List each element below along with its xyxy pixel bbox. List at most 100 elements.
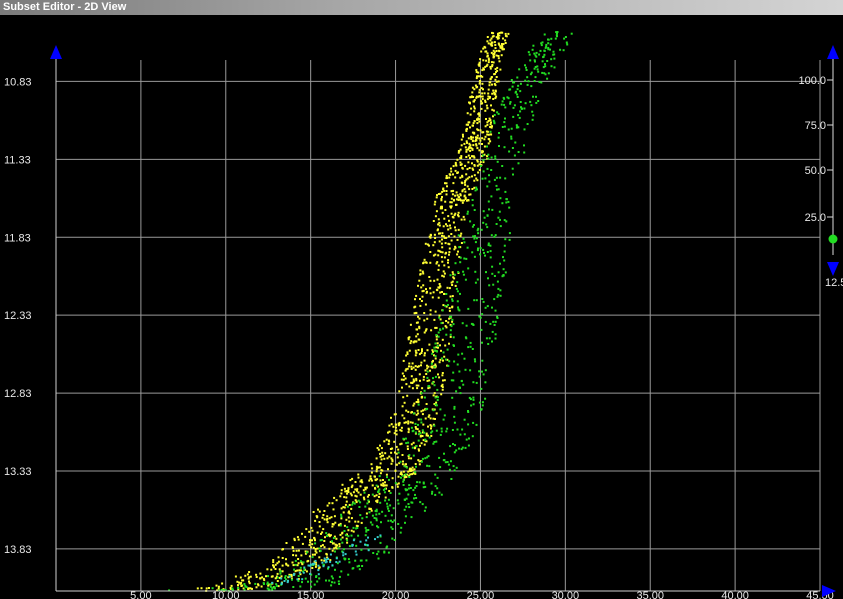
data-point-yellow (208, 587, 210, 589)
data-point-yellow (440, 199, 443, 202)
data-point-green (556, 31, 559, 33)
data-point-green (326, 534, 329, 537)
data-point-yellow (457, 151, 460, 154)
triangle-down-icon[interactable] (827, 262, 839, 276)
data-point-yellow (468, 142, 471, 145)
data-point-yellow (415, 335, 418, 338)
data-point-yellow (476, 164, 479, 167)
data-point-green (488, 284, 491, 287)
data-point-yellow (478, 169, 481, 171)
data-point-green (375, 513, 378, 516)
data-point-yellow (281, 570, 284, 573)
data-point-cyan (302, 571, 305, 574)
data-point-yellow (261, 576, 264, 579)
data-point-green (464, 446, 467, 449)
data-point-yellow (448, 307, 451, 310)
data-point-yellow (421, 350, 423, 352)
data-point-yellow (384, 484, 387, 487)
data-point-green (489, 322, 492, 325)
data-point-yellow (454, 163, 457, 166)
data-point-green (390, 514, 393, 517)
data-point-green (501, 165, 504, 167)
scatter-chart[interactable]: 5.00 10.00 15.00 20.00 25.00 30.00 35.00 40.00 4… (0, 15, 843, 599)
data-point-yellow (341, 483, 344, 486)
data-point-yellow (478, 75, 481, 78)
data-point-green (472, 398, 475, 401)
data-point-yellow (277, 560, 280, 563)
data-point-green (490, 169, 493, 171)
data-point-yellow (385, 438, 388, 441)
data-point-green (488, 174, 490, 177)
data-point-green (433, 346, 436, 349)
data-point-green (473, 358, 476, 361)
data-point-yellow (437, 264, 440, 267)
data-point-yellow (494, 68, 497, 71)
data-point-yellow (435, 196, 438, 199)
data-point-yellow (467, 199, 470, 202)
circle-knob-icon[interactable] (828, 234, 838, 244)
triangle-up-icon[interactable] (827, 45, 839, 59)
data-point-yellow (460, 242, 463, 244)
data-point-green (453, 451, 456, 454)
window-title: Subset Editor - 2D View (0, 0, 843, 15)
data-point-green (550, 37, 553, 40)
data-point-yellow (417, 284, 419, 287)
data-point-yellow (384, 452, 387, 455)
data-point-yellow (328, 517, 331, 520)
data-point-green (367, 499, 370, 502)
data-point-yellow (357, 520, 360, 523)
y-tick-label: 13.33 (4, 466, 32, 478)
data-point-cyan (317, 564, 320, 567)
data-point-green (445, 293, 448, 295)
data-point-green (244, 584, 247, 587)
data-point-yellow (263, 579, 266, 582)
data-point-yellow (464, 190, 467, 193)
data-point-yellow (399, 443, 402, 446)
data-point-green (523, 151, 526, 154)
data-point-yellow (376, 501, 379, 504)
data-point-yellow (462, 135, 464, 138)
data-point-yellow (442, 304, 445, 307)
data-point-yellow (435, 326, 438, 329)
data-point-green (465, 257, 468, 260)
data-point-yellow (291, 546, 294, 549)
data-point-yellow (431, 360, 434, 363)
data-point-yellow (408, 469, 411, 472)
data-point-yellow (476, 179, 479, 182)
data-point-yellow (456, 194, 459, 197)
data-point-yellow (375, 468, 378, 471)
data-point-yellow (397, 448, 400, 451)
data-point-green (508, 238, 511, 241)
data-point-yellow (438, 283, 441, 285)
data-point-yellow (431, 349, 434, 352)
data-point-yellow (453, 235, 456, 238)
data-point-green (318, 547, 321, 550)
data-point-yellow (247, 577, 250, 580)
plot-area[interactable]: 5.00 10.00 15.00 20.00 25.00 30.00 35.00 40.00 4… (0, 15, 843, 599)
data-point-green (553, 66, 556, 69)
data-point-yellow (433, 203, 436, 206)
data-point-yellow (380, 458, 383, 461)
data-point-yellow (470, 95, 473, 98)
y-tick-label: 11.83 (4, 232, 31, 244)
data-point-green (338, 575, 341, 578)
data-point-yellow (449, 224, 451, 227)
data-point-green (314, 542, 317, 545)
data-point-yellow (489, 140, 492, 143)
data-point-yellow (403, 474, 406, 477)
depth-slider[interactable]: 100.075.050.025.012.5 (798, 45, 843, 289)
data-point-yellow (418, 460, 421, 463)
data-point-yellow (438, 314, 441, 317)
data-point-yellow (433, 241, 436, 244)
data-point-yellow (425, 403, 428, 405)
data-point-yellow (402, 470, 405, 473)
data-point-yellow (374, 479, 377, 482)
data-point-yellow (436, 342, 439, 345)
data-point-yellow (398, 421, 401, 424)
data-point-yellow (442, 359, 444, 362)
data-point-cyan (374, 538, 376, 541)
data-point-yellow (463, 181, 466, 184)
data-point-yellow (296, 536, 299, 539)
data-point-yellow (242, 579, 245, 582)
data-point-yellow (410, 469, 413, 472)
